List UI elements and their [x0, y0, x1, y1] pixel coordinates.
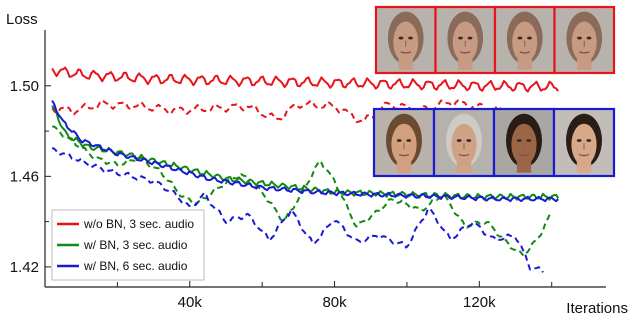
face-eye: [516, 139, 522, 142]
face-icon: [492, 107, 556, 178]
face-icon: [552, 107, 616, 178]
face-eye: [517, 36, 523, 40]
face-mouth: [458, 153, 470, 157]
x-tick-label: 40k: [178, 294, 203, 311]
series-line-3: [52, 125, 553, 257]
face-eye: [396, 139, 402, 142]
face-eye: [527, 36, 532, 40]
legend: w/o BN, 3 sec. audio w/ BN, 3 sec. audio w…: [51, 209, 205, 281]
face-icon: [493, 5, 556, 75]
series-line-0: [51, 66, 559, 93]
face-mouth: [519, 51, 530, 54]
series-line-4: [51, 100, 559, 203]
face-eye: [467, 36, 473, 40]
face-strip-0: [374, 5, 616, 75]
face-eye: [458, 36, 463, 40]
face-eye: [586, 139, 592, 142]
series-line-1: [51, 99, 533, 124]
y-tick-label: 1.42: [10, 259, 39, 276]
face-mouth: [578, 153, 590, 157]
face-eye: [526, 139, 532, 142]
face-eye: [586, 36, 592, 40]
y-tick-label: 1.46: [10, 168, 39, 185]
x-tick-label: 120k: [463, 294, 496, 311]
legend-label: w/ BN, 6 sec. audio: [83, 259, 188, 273]
series-line-5: [51, 146, 544, 273]
face-eye: [406, 139, 412, 142]
face-frame: [553, 5, 616, 75]
legend-label: w/ BN, 3 sec. audio: [83, 238, 188, 252]
face-mouth: [400, 51, 411, 54]
x-tick-label: 80k: [322, 294, 347, 311]
face-frame: [552, 107, 616, 178]
face-eye: [456, 139, 462, 142]
face-eye: [398, 36, 404, 40]
y-tick-label: 1.50: [10, 78, 39, 95]
face-icon: [553, 5, 616, 75]
face-eye: [408, 36, 413, 40]
face-eye: [576, 139, 582, 142]
face-mouth: [579, 51, 590, 54]
face-icon: [434, 5, 497, 75]
x-axis-label: Iterations: [566, 300, 628, 317]
legend-label: w/o BN, 3 sec. audio: [83, 217, 194, 231]
y-axis-label: Loss: [6, 11, 38, 28]
face-mouth: [460, 51, 471, 54]
face-icon: [432, 107, 496, 178]
face-icon: [374, 5, 437, 75]
face-mouth: [398, 153, 410, 157]
face-eye: [466, 139, 472, 142]
face-mouth: [518, 153, 530, 157]
face-icon: [372, 107, 436, 178]
face-strip-1: [372, 107, 616, 178]
face-eye: [577, 36, 582, 40]
